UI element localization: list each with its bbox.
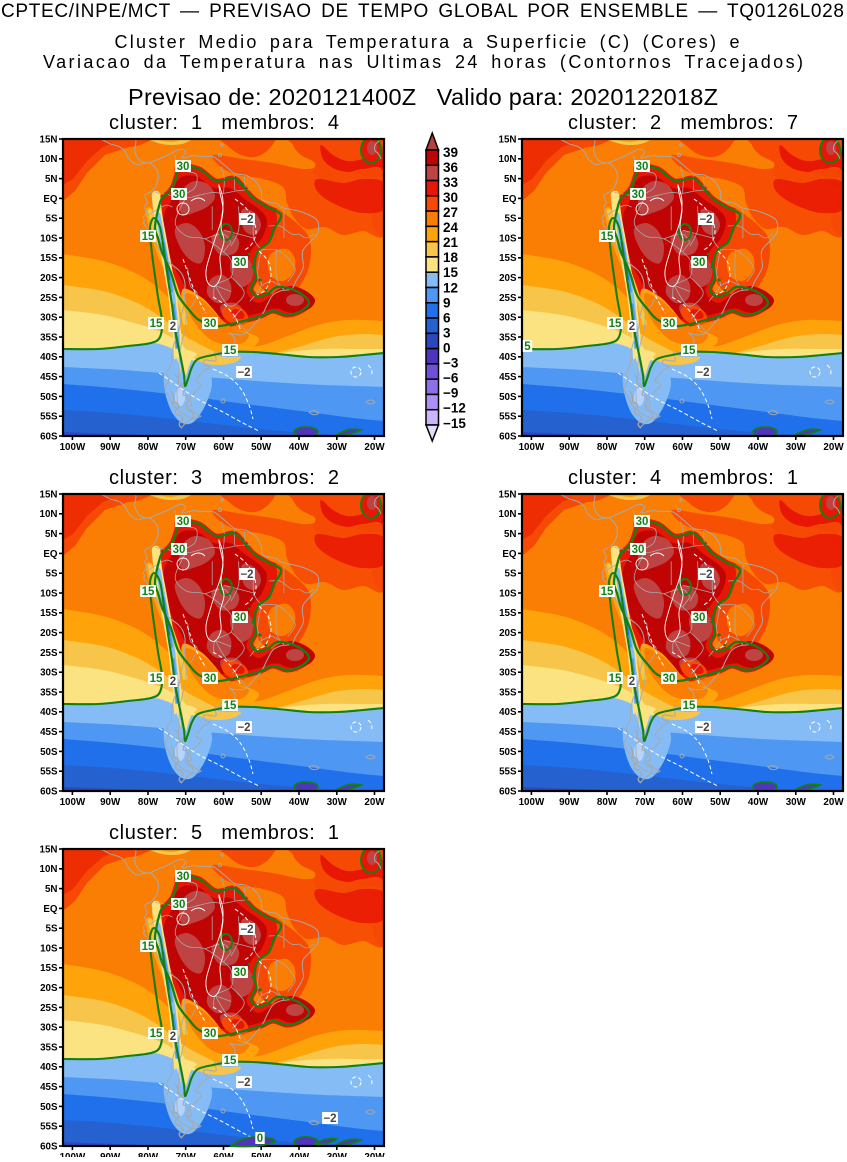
svg-text:21: 21: [443, 235, 459, 250]
svg-text:12: 12: [443, 280, 458, 295]
svg-text:18: 18: [443, 250, 459, 265]
svg-text:−9: −9: [443, 386, 458, 401]
svg-text:33: 33: [443, 175, 459, 190]
svg-text:36: 36: [443, 160, 459, 175]
svg-text:cluster: 5 membros: 1: cluster: 5 membros: 1: [109, 822, 339, 844]
svg-text:5: 5: [524, 341, 531, 353]
svg-text:15: 15: [443, 265, 459, 280]
svg-text:cluster: 3 membros: 2: cluster: 3 membros: 2: [109, 467, 339, 489]
svg-text:39: 39: [443, 145, 458, 160]
svg-text:24: 24: [443, 220, 459, 235]
svg-text:Previsao de: 2020121400Z Val: Previsao de: 2020121400Z Valido para: 20…: [128, 84, 718, 110]
svg-text:Variacao da Temperatura nas Ul: Variacao da Temperatura nas Ultimas 24 h…: [43, 52, 803, 72]
svg-text:6: 6: [443, 310, 451, 325]
svg-text:0: 0: [443, 341, 451, 356]
svg-text:27: 27: [443, 205, 458, 220]
svg-text:−12: −12: [443, 401, 466, 416]
svg-text:Cluster Medio para Temperatura: Cluster Medio para Temperatura a Superfi…: [115, 32, 740, 52]
svg-text:−3: −3: [443, 356, 459, 371]
svg-text:0: 0: [257, 1133, 263, 1145]
svg-text:CPTEC/INPE/MCT — PREVISAO DE T: CPTEC/INPE/MCT — PREVISAO DE TEMPO GLOBA…: [1, 1, 844, 22]
svg-text:−2: −2: [323, 1113, 336, 1125]
svg-text:−15: −15: [443, 416, 466, 431]
svg-text:9: 9: [443, 295, 451, 310]
svg-text:cluster: 4 membros: 1: cluster: 4 membros: 1: [568, 467, 798, 489]
svg-text:cluster: 2 membros: 7: cluster: 2 membros: 7: [568, 112, 798, 134]
svg-text:3: 3: [443, 326, 451, 341]
svg-text:cluster: 1 membros: 4: cluster: 1 membros: 4: [109, 112, 339, 134]
svg-text:30: 30: [443, 190, 458, 205]
svg-text:−6: −6: [443, 371, 459, 386]
